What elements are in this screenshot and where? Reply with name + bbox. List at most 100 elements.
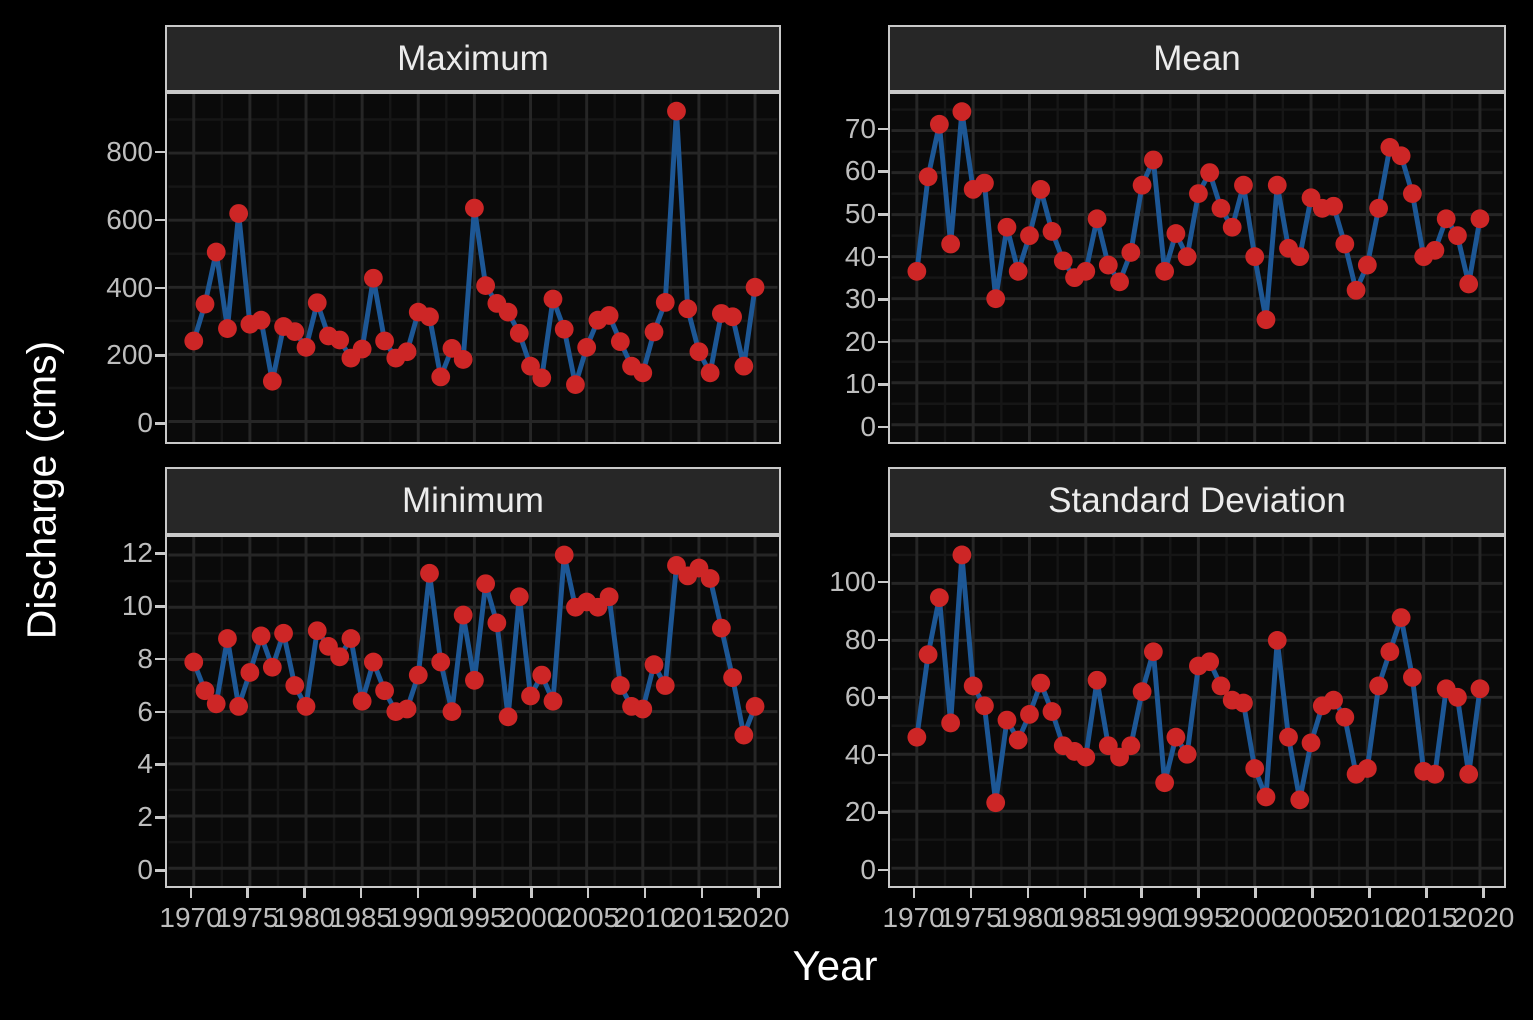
series-points xyxy=(184,101,765,395)
y-tick-mark xyxy=(155,816,165,819)
facet-title-mean: Mean xyxy=(1153,38,1241,78)
y-tick-label: 50 xyxy=(844,198,876,229)
y-tick-mark xyxy=(878,170,888,173)
series-points xyxy=(184,545,765,745)
x-tick-label: 2020 xyxy=(727,902,790,933)
facet-strip-minimum: Minimum xyxy=(165,467,781,535)
x-tick-mark xyxy=(359,888,363,898)
y-tick-label: 60 xyxy=(844,155,876,187)
gridlines xyxy=(168,537,778,886)
x-tick-label: 1995 xyxy=(443,902,506,933)
x-tick-mark xyxy=(969,888,973,898)
series-points xyxy=(907,545,1490,813)
y-tick-mark xyxy=(878,255,888,259)
x-tick-label: 1985 xyxy=(329,902,392,933)
x-tick-mark xyxy=(912,888,916,898)
y-tick-mark xyxy=(155,286,165,290)
y-tick-mark xyxy=(155,150,165,154)
y-tick-label: 4 xyxy=(137,748,153,780)
y-tick-mark xyxy=(878,340,888,344)
y-tick-label: 10 xyxy=(121,590,153,622)
y-tick-mark xyxy=(878,868,888,872)
y-tick-label: 30 xyxy=(844,283,876,315)
y-tick-label: 20 xyxy=(844,325,876,357)
y-tick-mark xyxy=(878,811,888,814)
y-tick-label: 2 xyxy=(137,801,153,833)
x-tick-mark xyxy=(586,888,590,898)
x-tick-label: 1995 xyxy=(1167,902,1230,933)
y-tick-mark xyxy=(878,213,888,216)
y-tick-mark xyxy=(155,605,165,608)
y-tick-mark xyxy=(878,580,888,584)
x-tick-label: 2015 xyxy=(670,902,733,933)
x-tick-label: 1975 xyxy=(216,902,279,933)
x-tick-label: 2010 xyxy=(1338,902,1401,933)
y-tick-mark xyxy=(878,696,888,699)
x-tick-label: 2000 xyxy=(500,902,563,933)
x-tick-label: 2015 xyxy=(1395,902,1458,933)
facet-title-maximum: Maximum xyxy=(397,38,549,78)
y-tick-label: 0 xyxy=(137,854,153,886)
x-tick-label: 1990 xyxy=(386,902,449,933)
x-tick-mark xyxy=(416,888,420,898)
x-tick-mark xyxy=(700,888,704,898)
y-tick-label: 70 xyxy=(844,112,876,144)
x-tick-label: 2000 xyxy=(1224,902,1287,933)
facet-title-minimum: Minimum xyxy=(402,481,544,520)
x-tick-mark xyxy=(189,888,193,898)
x-tick-mark xyxy=(1254,888,1257,898)
x-tick-mark xyxy=(1482,888,1485,898)
y-tick-label: 0 xyxy=(860,410,876,442)
x-tick-mark xyxy=(1140,888,1143,898)
x-tick-mark xyxy=(1026,888,1030,898)
standard-deviation-plot-panel xyxy=(888,535,1506,888)
y-tick-label: 600 xyxy=(106,203,153,235)
x-tick-label: 2020 xyxy=(1452,902,1515,933)
y-tick-label: 0 xyxy=(137,407,153,439)
x-tick-label: 1990 xyxy=(1110,902,1173,933)
maximum-plot-panel xyxy=(165,92,781,444)
y-tick-label: 800 xyxy=(106,135,153,167)
y-tick-mark xyxy=(155,710,165,714)
x-tick-mark xyxy=(643,888,647,898)
gridlines xyxy=(168,94,778,442)
y-tick-label: 80 xyxy=(844,623,876,655)
x-tick-label: 1970 xyxy=(882,902,945,933)
x-tick-label: 1980 xyxy=(996,902,1059,933)
x-tick-mark xyxy=(473,888,476,898)
y-tick-mark xyxy=(878,298,888,301)
x-tick-label: 1975 xyxy=(939,902,1002,933)
x-tick-mark xyxy=(246,888,249,898)
x-tick-label: 1970 xyxy=(159,902,222,933)
x-tick-mark xyxy=(1368,888,1371,898)
x-tick-mark xyxy=(1083,888,1086,898)
facet-title-standard-deviation: Standard Deviation xyxy=(1048,481,1346,520)
y-tick-mark xyxy=(878,383,888,386)
x-tick-label: 2005 xyxy=(556,902,620,933)
mean-plot-panel xyxy=(888,92,1506,444)
series-points xyxy=(907,102,1490,330)
y-tick-mark xyxy=(155,657,165,661)
x-tick-mark xyxy=(1311,888,1314,898)
y-tick-mark xyxy=(155,552,165,555)
x-tick-mark xyxy=(1197,888,1200,898)
minimum-plot-panel xyxy=(165,535,781,888)
y-tick-mark xyxy=(878,753,888,757)
y-tick-mark xyxy=(155,763,165,766)
y-tick-label: 400 xyxy=(106,271,153,303)
x-tick-label: 1985 xyxy=(1053,902,1116,933)
y-tick-label: 100 xyxy=(829,565,876,597)
x-tick-mark xyxy=(303,888,306,898)
y-tick-label: 12 xyxy=(121,537,153,569)
facet-strip-maximum: Maximum xyxy=(165,25,781,92)
y-tick-mark xyxy=(155,869,165,872)
x-tick-mark xyxy=(757,888,760,898)
x-tick-label: 1980 xyxy=(272,902,336,933)
y-axis-title: Discharge (cms) xyxy=(18,340,65,640)
x-tick-mark xyxy=(1425,888,1428,898)
y-tick-mark xyxy=(878,638,888,642)
y-tick-label: 60 xyxy=(844,681,876,713)
x-axis-title: Year xyxy=(792,942,878,989)
y-tick-label: 6 xyxy=(137,695,153,727)
